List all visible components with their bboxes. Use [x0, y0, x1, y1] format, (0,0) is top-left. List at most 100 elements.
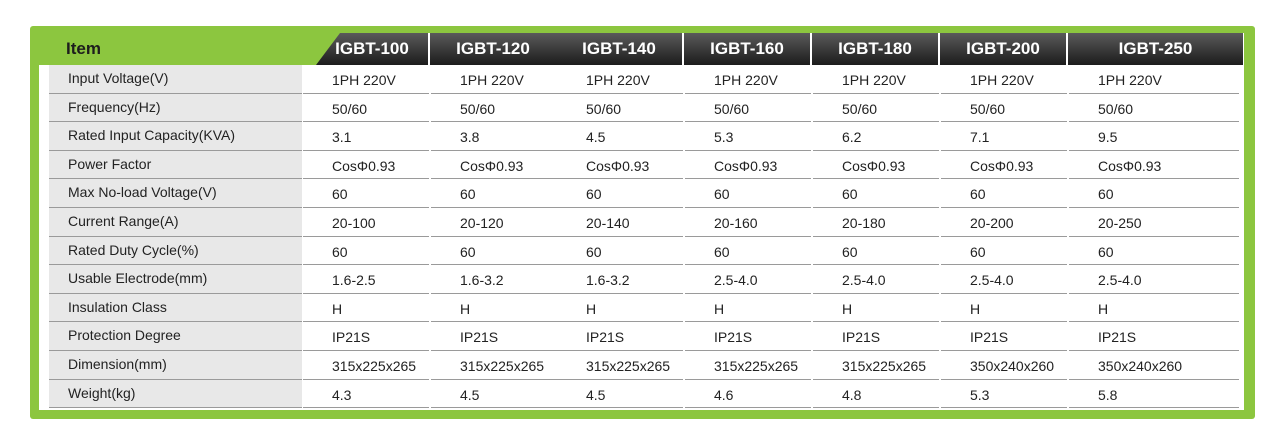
table-cell: CosΦ0.93 — [303, 151, 429, 180]
model-header-igbt-140: IGBT-140 — [556, 33, 682, 65]
table-cell: 60 — [941, 237, 1067, 266]
table-row: Power Factor CosΦ0.93 CosΦ0.93 CosΦ0.93 CosΦ… — [39, 150, 1244, 180]
table-cell: 315x225x265 — [557, 351, 683, 380]
table-cell: 7.1 — [941, 122, 1067, 151]
table-header-row: Item IGBT-100 IGBT-120 IGBT-140 IGBT-160 IGB… — [39, 33, 1244, 65]
table-cell: 315x225x265 — [685, 351, 811, 380]
table-cell: 60 — [303, 179, 429, 208]
row-label: Rated Input Capacity(KVA) — [49, 122, 302, 151]
row-label: Weight(kg) — [49, 379, 302, 409]
row-label: Usable Electrode(mm) — [49, 265, 302, 294]
table-cell: 20-200 — [941, 208, 1067, 237]
table-cell: 2.5-4.0 — [685, 265, 811, 294]
table-cell: 60 — [813, 179, 939, 208]
table-cell: 4.3 — [303, 380, 429, 409]
table-cell: 4.5 — [431, 380, 557, 409]
table-cell: 60 — [303, 237, 429, 266]
table-row: Frequency(Hz) 50/60 50/60 50/60 50/60 50/60 50… — [39, 93, 1244, 123]
table-cell: H — [431, 294, 557, 323]
row-label: Input Voltage(V) — [49, 65, 302, 94]
table-cell: 60 — [557, 237, 683, 266]
table-cell: 350x240x260 — [941, 351, 1067, 380]
table-cell: CosΦ0.93 — [813, 151, 939, 180]
table-cell: 50/60 — [685, 94, 811, 123]
table-cell: 1PH 220V — [813, 65, 939, 94]
table-cell: 5.3 — [941, 380, 1067, 409]
table-cell: H — [685, 294, 811, 323]
model-header-igbt-250: IGBT-250 — [1068, 33, 1243, 65]
table-cell: 60 — [1069, 179, 1239, 208]
spec-table-frame: Item IGBT-100 IGBT-120 IGBT-140 IGBT-160 IGB… — [30, 26, 1255, 419]
table-row: Max No-load Voltage(V) 60 60 60 60 60 60 60 — [39, 179, 1244, 208]
table-cell: 50/60 — [941, 94, 1067, 123]
model-header-igbt-160: IGBT-160 — [684, 33, 810, 65]
table-cell: 60 — [1069, 237, 1239, 266]
table-row: Insulation Class H H H H H H H — [39, 293, 1244, 323]
table-cell: 50/60 — [303, 94, 429, 123]
table-cell: CosΦ0.93 — [431, 151, 557, 180]
table-cell: 20-160 — [685, 208, 811, 237]
table-cell: 1.6-3.2 — [557, 265, 683, 294]
table-cell: 1PH 220V — [941, 65, 1067, 94]
row-label: Current Range(A) — [49, 208, 302, 237]
table-cell: 315x225x265 — [431, 351, 557, 380]
table-cell: H — [941, 294, 1067, 323]
table-cell: H — [1069, 294, 1239, 323]
table-cell: 20-180 — [813, 208, 939, 237]
table-row: Usable Electrode(mm) 1.6-2.5 1.6-3.2 1.6-3.… — [39, 265, 1244, 294]
table-cell: 6.2 — [813, 122, 939, 151]
row-label: Insulation Class — [49, 293, 302, 323]
table-cell: 1PH 220V — [685, 65, 811, 94]
table-cell: 5.3 — [685, 122, 811, 151]
table-cell: 4.6 — [685, 380, 811, 409]
table-cell: 60 — [431, 179, 557, 208]
table-row: Weight(kg) 4.3 4.5 4.5 4.6 4.8 5.3 5.8 — [39, 379, 1244, 409]
table-cell: IP21S — [303, 322, 429, 351]
table-cell: 60 — [813, 237, 939, 266]
table-cell: 20-120 — [431, 208, 557, 237]
table-cell: H — [303, 294, 429, 323]
table-cell: 60 — [431, 237, 557, 266]
table-cell: 2.5-4.0 — [813, 265, 939, 294]
table-cell: CosΦ0.93 — [557, 151, 683, 180]
spec-table: Item IGBT-100 IGBT-120 IGBT-140 IGBT-160 IGB… — [39, 33, 1244, 410]
table-cell: CosΦ0.93 — [685, 151, 811, 180]
table-cell: 50/60 — [1069, 94, 1239, 123]
table-row: Current Range(A) 20-100 20-120 20-140 20-160… — [39, 208, 1244, 237]
table-cell: CosΦ0.93 — [941, 151, 1067, 180]
model-header-igbt-100: IGBT-100 — [316, 33, 428, 65]
table-cell: IP21S — [813, 322, 939, 351]
table-row: Rated Input Capacity(KVA) 3.1 3.8 4.5 5.3 6.2… — [39, 122, 1244, 151]
row-label: Dimension(mm) — [49, 351, 302, 380]
table-cell: 2.5-4.0 — [941, 265, 1067, 294]
table-cell: 20-100 — [303, 208, 429, 237]
table-row: Protection Degree IP21S IP21S IP21S IP21S IP2… — [39, 322, 1244, 351]
table-row: Rated Duty Cycle(%) 60 60 60 60 60 60 60 — [39, 236, 1244, 266]
table-cell: 20-140 — [557, 208, 683, 237]
table-cell: 4.8 — [813, 380, 939, 409]
table-cell: IP21S — [685, 322, 811, 351]
table-cell: 1.6-3.2 — [431, 265, 557, 294]
table-row: Dimension(mm) 315x225x265 315x225x265 315x2… — [39, 351, 1244, 380]
table-cell: H — [557, 294, 683, 323]
table-cell: 1.6-2.5 — [303, 265, 429, 294]
table-cell: 60 — [557, 179, 683, 208]
model-header-igbt-180: IGBT-180 — [812, 33, 938, 65]
table-cell: 350x240x260 — [1069, 351, 1239, 380]
row-label: Rated Duty Cycle(%) — [49, 236, 302, 266]
table-cell: 4.5 — [557, 122, 683, 151]
table-cell: 315x225x265 — [303, 351, 429, 380]
item-column-header: Item — [39, 33, 364, 65]
row-label: Max No-load Voltage(V) — [49, 179, 302, 208]
table-cell: 50/60 — [557, 94, 683, 123]
table-cell: 1PH 220V — [557, 65, 683, 94]
table-cell: IP21S — [1069, 322, 1239, 351]
model-header-igbt-120: IGBT-120 — [430, 33, 556, 65]
table-cell: 4.5 — [557, 380, 683, 409]
table-cell: 3.1 — [303, 122, 429, 151]
table-cell: 50/60 — [813, 94, 939, 123]
model-header-igbt-200: IGBT-200 — [940, 33, 1066, 65]
table-cell: CosΦ0.93 — [1069, 151, 1239, 180]
table-cell: IP21S — [941, 322, 1067, 351]
table-cell: IP21S — [431, 322, 557, 351]
